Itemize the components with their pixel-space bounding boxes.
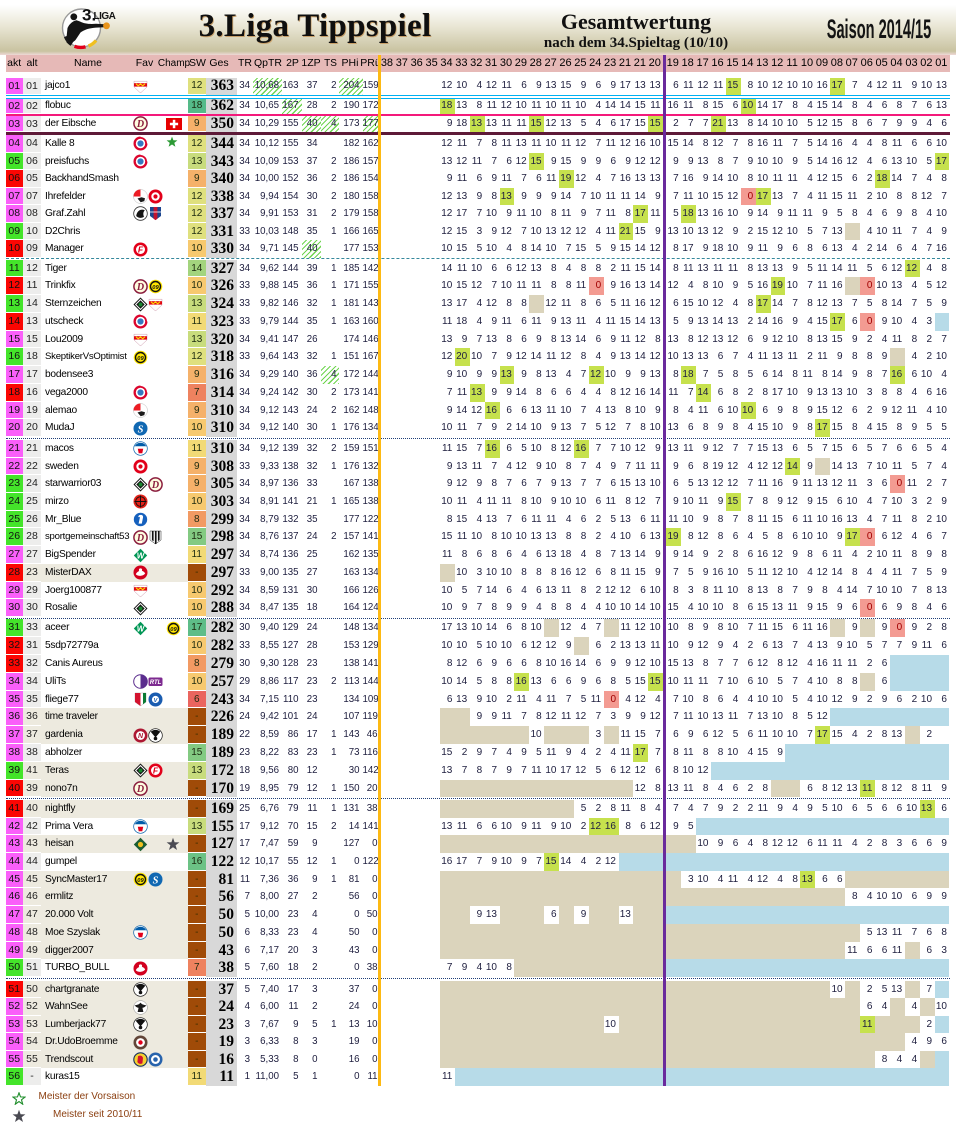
svg-text:3.: 3. xyxy=(82,6,96,25)
svg-text:F: F xyxy=(138,244,144,254)
svg-text:S: S xyxy=(153,875,159,886)
svg-text:D: D xyxy=(136,784,144,795)
svg-text:W: W xyxy=(137,551,146,560)
svg-text:D: D xyxy=(136,119,144,130)
svg-text:09: 09 xyxy=(170,627,177,633)
svg-text:D: D xyxy=(136,533,144,544)
svg-text:RTL: RTL xyxy=(150,680,162,686)
svg-text:D: D xyxy=(151,480,159,491)
svg-text:09: 09 xyxy=(152,285,159,291)
svg-text:W: W xyxy=(137,624,146,633)
svg-text:N: N xyxy=(138,733,144,740)
svg-text:LIGA: LIGA xyxy=(94,11,116,22)
svg-text:F: F xyxy=(153,766,159,776)
svg-text:09: 09 xyxy=(137,356,144,362)
svg-text:V: V xyxy=(154,698,159,704)
svg-text:S: S xyxy=(138,424,144,435)
svg-text:D: D xyxy=(136,282,144,293)
svg-text:09: 09 xyxy=(137,878,144,884)
